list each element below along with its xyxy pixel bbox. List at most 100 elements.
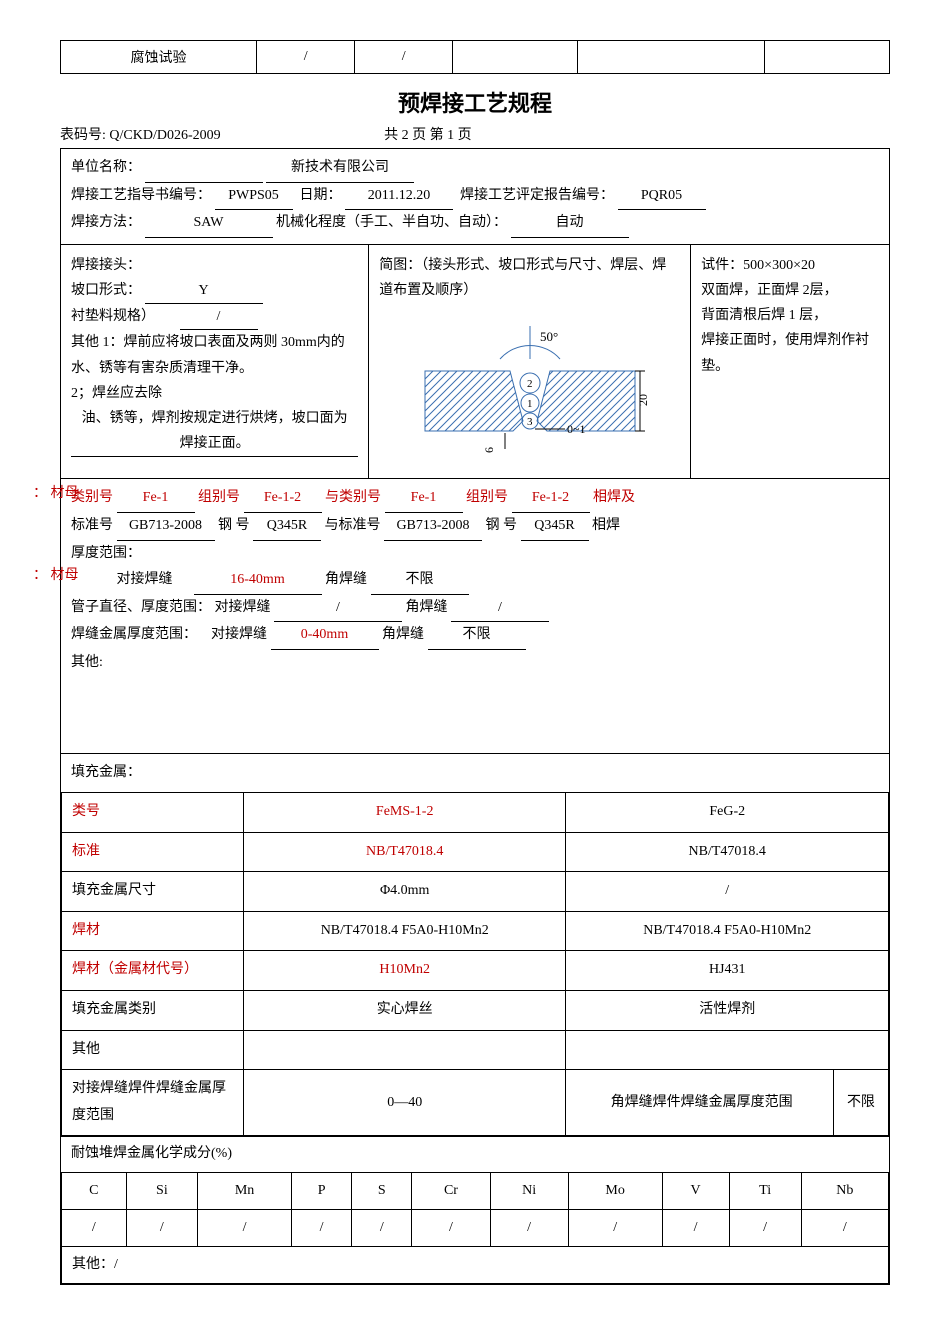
- filler-section-label: 填充金属：: [61, 754, 889, 793]
- filler-row-label-1: 标准: [62, 832, 244, 872]
- wps-label: 焊接工艺指导书编号：: [71, 188, 211, 203]
- groove-diagram-svg: 50° 2 1 3 20 0~1: [405, 311, 655, 461]
- liner-label: 衬垫料规格）: [71, 309, 155, 324]
- steel-val: Q345R: [253, 513, 321, 541]
- pipe-fw-val: /: [451, 595, 549, 623]
- grp-val: Fe-1-2: [244, 485, 322, 513]
- specimen-col: 试件：500×300×20 双面焊，正面焊 2层， 背面清根后焊 1 层， 焊接…: [691, 245, 889, 479]
- joint-left: 焊接接头： 坡口形式： Y 衬垫料规格） / 其他 1：焊前应将坡口表面及两则 …: [61, 245, 369, 479]
- org-value: 新技术有限公司: [266, 155, 414, 183]
- chem-v-10: /: [801, 1210, 888, 1247]
- chem-h-0: C: [62, 1173, 127, 1210]
- filler-row-c2-2: /: [566, 872, 889, 912]
- dim-h: 20: [636, 394, 650, 406]
- pqr-value: PQR05: [618, 183, 706, 211]
- chem-label: 耐蚀堆焊金属化学成分(%): [61, 1137, 889, 1172]
- tail2: 相焊: [592, 518, 620, 533]
- tail1: 相焊及: [593, 490, 635, 505]
- std-val: GB713-2008: [117, 513, 215, 541]
- with-cat-val: Fe-1: [385, 485, 463, 513]
- layer-1: 1: [527, 398, 533, 410]
- joint-other2u: 油、锈等，焊剂按规定进行烘烤，坡口面为焊接正面。: [71, 406, 358, 457]
- method-value: SAW: [145, 210, 273, 238]
- chem-v-8: /: [662, 1210, 729, 1247]
- pipe-bw-val: /: [274, 595, 402, 623]
- filler-row-label-3: 焊材: [62, 911, 244, 951]
- filler-table: 类号FeMS-1-2FeG-2标准NB/T47018.4NB/T47018.4填…: [61, 792, 889, 1136]
- top-cell-1: /: [355, 41, 453, 74]
- top-cell-3: [577, 41, 764, 74]
- with-steel-label: 钢 号: [486, 518, 518, 533]
- filler-row-c1-3: NB/T47018.4 F5A0-H10Mn2: [243, 911, 566, 951]
- margin-label-1: ： 材母: [33, 481, 79, 508]
- fw-thick-label: 角焊缝焊件焊缝金属厚度范围: [566, 1070, 833, 1136]
- form-no-value: Q/CKD/D026-2009: [109, 128, 220, 143]
- base-metal-section: ： 材母 类别号 Fe-1 组别号 Fe-1-2 与类别号 Fe-1 组别号 F…: [61, 479, 889, 753]
- steel-label: 钢 号: [218, 518, 250, 533]
- with-grp-val: Fe-1-2: [512, 485, 590, 513]
- joint-other2a: 2；焊丝应去除: [71, 386, 162, 401]
- chem-h-9: Ti: [729, 1173, 801, 1210]
- filler-row-c1-5: 实心焊丝: [243, 991, 566, 1031]
- chem-v-7: /: [568, 1210, 662, 1247]
- filler-row-c2-1: NB/T47018.4: [566, 832, 889, 872]
- groove-value: Y: [145, 278, 263, 304]
- chem-section: 耐蚀堆焊金属化学成分(%) CSiMnPSCrNiMoVTiNb ///////…: [61, 1137, 889, 1284]
- top-test-table: 腐蚀试验 / /: [60, 40, 890, 74]
- fw-val: 不限: [371, 567, 469, 595]
- form-no-label: 表码号:: [60, 124, 106, 144]
- page-title: 预焊接工艺规程: [60, 86, 890, 118]
- method-label: 焊接方法：: [71, 215, 141, 230]
- chem-h-1: Si: [126, 1173, 197, 1210]
- chem-h-2: Mn: [198, 1173, 292, 1210]
- chem-h-7: Mo: [568, 1173, 662, 1210]
- dim-gap: 0~1: [567, 422, 586, 436]
- top-cell-2: [453, 41, 578, 74]
- pipe-fw: 角焊缝: [406, 600, 448, 615]
- joint-other1: 其他 1：焊前应将坡口表面及两则 30mm内的水、锈等有害杂质清理干净。: [71, 335, 345, 375]
- chem-v-4: /: [352, 1210, 412, 1247]
- chem-v-2: /: [198, 1210, 292, 1247]
- wm-bw: 对接焊缝: [211, 627, 267, 642]
- chem-table: CSiMnPSCrNiMoVTiNb /////////// 其他：/: [61, 1172, 889, 1284]
- bw-thick-val: 0—40: [243, 1070, 566, 1136]
- date-label: 日期：: [300, 188, 342, 203]
- filler-row-c1-0: FeMS-1-2: [243, 793, 566, 833]
- header-section: 单位名称： 新技术有限公司 焊接工艺指导书编号： PWPS05 日期： 2011…: [61, 149, 889, 245]
- wm-bw-val: 0-40mm: [271, 622, 379, 650]
- filler-row-label-0: 类号: [62, 793, 244, 833]
- cat-val: Fe-1: [117, 485, 195, 513]
- chem-h-10: Nb: [801, 1173, 888, 1210]
- dim-bot: 6: [482, 447, 496, 453]
- layer-2: 2: [527, 378, 533, 390]
- angle-text: 50°: [540, 329, 558, 344]
- chem-v-9: /: [729, 1210, 801, 1247]
- bw-thick-label: 对接焊缝焊件焊缝金属厚度范围: [62, 1070, 244, 1136]
- chem-v-3: /: [292, 1210, 352, 1247]
- top-cell-0: /: [257, 41, 355, 74]
- std-label: 标准号: [71, 518, 113, 533]
- chem-v-5: /: [412, 1210, 490, 1247]
- with-std-label: 与标准号: [325, 518, 381, 533]
- chem-h-4: S: [352, 1173, 412, 1210]
- spec-l3: 焊接正面时，使用焊剂作衬垫。: [701, 333, 869, 373]
- wps-value: PWPS05: [215, 183, 293, 211]
- with-grp-label: 组别号: [466, 490, 508, 505]
- filler-section: 填充金属： 类号FeMS-1-2FeG-2标准NB/T47018.4NB/T47…: [61, 754, 889, 1138]
- bw-val: 16-40mm: [194, 567, 322, 595]
- with-steel-val: Q345R: [521, 513, 589, 541]
- thick-label: 厚度范围：: [71, 546, 141, 561]
- filler-row-c2-0: FeG-2: [566, 793, 889, 833]
- filler-row-label-5: 填充金属类别: [62, 991, 244, 1031]
- mode-value: 自动: [511, 210, 629, 238]
- bw-label: 对接焊缝: [117, 572, 173, 587]
- base-other: 其他:: [71, 655, 103, 670]
- spec-l1: 双面焊，正面焊 2层，: [701, 283, 838, 298]
- wm-fw-val: 不限: [428, 622, 526, 650]
- filler-row-c1-1: NB/T47018.4: [243, 832, 566, 872]
- chem-h-8: V: [662, 1173, 729, 1210]
- spec-l2: 背面清根后焊 1 层，: [701, 308, 827, 323]
- wm-label: 焊缝金属厚度范围：: [71, 627, 197, 642]
- chem-v-6: /: [490, 1210, 568, 1247]
- chem-h-6: Ni: [490, 1173, 568, 1210]
